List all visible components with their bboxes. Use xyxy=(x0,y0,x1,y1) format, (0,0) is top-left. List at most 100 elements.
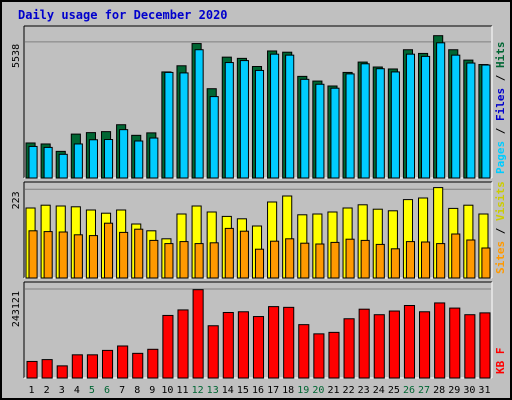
bar-sites-day-4 xyxy=(73,234,83,279)
bar-files-day-14 xyxy=(224,62,234,179)
legend-bottom: KB F xyxy=(494,348,507,375)
bar-sites-day-18 xyxy=(285,238,295,279)
bar-kb-f-day-9 xyxy=(147,348,159,379)
bar-sites-day-15 xyxy=(239,230,249,279)
bar-kb-f-day-18 xyxy=(283,306,295,379)
bar-files-day-10 xyxy=(164,71,174,179)
bar-files-day-8 xyxy=(134,140,144,179)
bar-kb-f-day-6 xyxy=(101,349,114,379)
x-label-day-10: 10 xyxy=(161,385,173,396)
bar-files-day-18 xyxy=(285,54,295,179)
bar-kb-f-day-7 xyxy=(117,345,129,379)
x-label-day-8: 8 xyxy=(134,385,140,396)
bar-kb-f-day-12 xyxy=(192,289,204,379)
bar-sites-day-1 xyxy=(28,230,38,279)
panel-1: 5538 Pages / Files / Hits xyxy=(11,25,507,179)
bar-sites-day-29 xyxy=(451,233,461,279)
legend-item: KB F xyxy=(494,348,507,375)
bar-files-day-21 xyxy=(330,87,340,179)
x-label-day-1: 1 xyxy=(29,385,35,396)
bar-sites-day-2 xyxy=(43,231,53,279)
bar-files-day-20 xyxy=(315,83,325,179)
bar-sites-day-24 xyxy=(375,243,385,279)
x-label-day-30: 30 xyxy=(463,385,475,396)
legend-item: / xyxy=(494,68,507,88)
x-axis-labels: 1 2 3 4 5 6 7 8 9 10 11 12 13 14 15 16 17 18 19 20 21 22 23 24 2… xyxy=(29,385,491,396)
bar-sites-day-31 xyxy=(481,247,491,279)
panel-2: 223 Sites / Visits xyxy=(11,181,507,279)
bar-kb-f-day-27 xyxy=(419,311,431,379)
bar-kb-f-day-11 xyxy=(177,309,189,379)
legend-item: / xyxy=(494,221,507,241)
x-label-day-23: 23 xyxy=(358,385,370,396)
legend-item: / xyxy=(494,121,507,141)
bar-files-day-12 xyxy=(194,49,204,179)
bar-files-day-3 xyxy=(58,153,68,179)
bar-files-day-31 xyxy=(481,64,491,179)
bar-files-day-22 xyxy=(345,73,355,179)
bar-files-day-23 xyxy=(360,63,370,179)
y-max-label: 223 xyxy=(11,191,22,209)
legend-item: Visits xyxy=(494,181,507,221)
bar-sites-day-7 xyxy=(119,231,129,279)
x-label-day-11: 11 xyxy=(176,385,188,396)
legend-item: Hits xyxy=(494,42,507,69)
bar-kb-f-day-28 xyxy=(434,302,446,379)
bar-files-day-11 xyxy=(179,72,189,179)
bar-sites-day-22 xyxy=(345,238,355,279)
y-max-label: 243121 xyxy=(11,291,22,327)
x-label-day-21: 21 xyxy=(327,385,339,396)
bar-kb-f-day-20 xyxy=(313,333,325,379)
bar-sites-day-9 xyxy=(149,239,159,279)
x-label-day-22: 22 xyxy=(343,385,355,396)
bar-kb-f-day-10 xyxy=(162,314,174,379)
chart-title: Daily usage for December 2020 xyxy=(18,8,228,22)
chart-panels: 5538 Pages / Files / Hits 223 Sites / Visit… xyxy=(11,25,507,379)
bar-files-day-28 xyxy=(436,42,446,179)
bar-kb-f-day-2 xyxy=(41,359,53,379)
bar-kb-f-day-16 xyxy=(252,316,265,379)
bar-kb-f-day-19 xyxy=(298,324,310,379)
bar-files-day-19 xyxy=(300,78,310,179)
bar-sites-day-13 xyxy=(209,242,219,279)
bar-kb-f-day-13 xyxy=(207,325,219,379)
bar-files-day-30 xyxy=(466,62,476,179)
bar-sites-day-3 xyxy=(58,231,68,279)
x-label-day-19: 19 xyxy=(297,385,309,396)
bar-files-day-9 xyxy=(149,137,159,179)
bar-files-day-17 xyxy=(270,53,280,179)
x-label-day-2: 2 xyxy=(44,385,50,396)
bar-kb-f-day-15 xyxy=(237,311,249,379)
bar-files-day-27 xyxy=(421,55,431,179)
bar-files-day-26 xyxy=(405,53,416,179)
legend-item: Files xyxy=(494,88,507,121)
bar-kb-f-day-1 xyxy=(26,360,38,379)
x-label-day-15: 15 xyxy=(237,385,249,396)
panel-3: 243121 KB F xyxy=(11,281,507,379)
bar-files-day-24 xyxy=(375,68,385,179)
bar-sites-day-28 xyxy=(436,243,446,279)
bar-files-day-13 xyxy=(209,96,219,179)
bar-sites-day-27 xyxy=(421,241,431,279)
x-label-day-14: 14 xyxy=(222,385,234,396)
bar-kb-f-day-29 xyxy=(449,307,461,379)
x-label-day-29: 29 xyxy=(448,385,460,396)
x-label-day-7: 7 xyxy=(119,385,125,396)
x-label-day-9: 9 xyxy=(149,385,155,396)
bar-sites-day-12 xyxy=(194,243,204,279)
bar-sites-day-30 xyxy=(466,239,476,279)
bar-kb-f-day-26 xyxy=(403,305,416,379)
x-label-day-13: 13 xyxy=(207,385,219,396)
bar-kb-f-day-30 xyxy=(464,314,476,379)
bar-files-day-7 xyxy=(119,129,129,179)
bar-sites-day-8 xyxy=(134,228,144,279)
legend-middle: Sites / Visits xyxy=(494,181,507,274)
bar-kb-f-day-4 xyxy=(71,354,83,379)
bar-files-day-29 xyxy=(451,54,461,179)
bar-sites-day-25 xyxy=(390,248,400,279)
bar-files-day-2 xyxy=(43,146,53,179)
bar-sites-day-10 xyxy=(164,243,174,279)
bar-files-day-15 xyxy=(239,60,249,179)
bar-kb-f-day-3 xyxy=(56,365,68,379)
